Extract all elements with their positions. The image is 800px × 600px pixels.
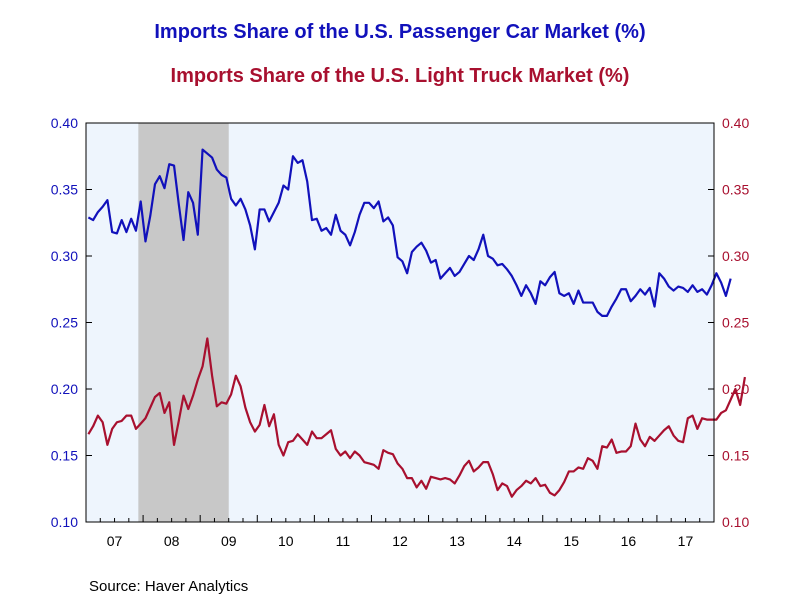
y-tick-label-right: 0.20 xyxy=(722,381,749,397)
y-tick-label-left: 0.25 xyxy=(51,315,78,331)
x-tick-label: 09 xyxy=(221,533,237,549)
y-tick-label-left: 0.30 xyxy=(51,248,78,264)
y-tick-label-right: 0.30 xyxy=(722,248,749,264)
y-tick-label-right: 0.35 xyxy=(722,182,749,198)
x-tick-label: 15 xyxy=(563,533,579,549)
y-tick-label-left: 0.35 xyxy=(51,182,78,198)
chart-title-car: Imports Share of the U.S. Passenger Car … xyxy=(154,21,646,43)
y-tick-label-right: 0.25 xyxy=(722,315,749,331)
recession-shading xyxy=(138,123,229,522)
chart-title-truck: Imports Share of the U.S. Light Truck Ma… xyxy=(170,65,630,87)
y-tick-label-left: 0.10 xyxy=(51,514,78,530)
x-tick-label: 17 xyxy=(678,533,694,549)
x-tick-label: 13 xyxy=(449,533,465,549)
y-tick-label-left: 0.15 xyxy=(51,448,78,464)
source-note: Source: Haver Analytics xyxy=(89,578,249,595)
car-share-line xyxy=(87,148,732,317)
x-tick-label: 08 xyxy=(164,533,180,549)
x-tick-label: 12 xyxy=(392,533,408,549)
x-tick-label: 07 xyxy=(107,533,123,549)
y-tick-label-left: 0.20 xyxy=(51,381,78,397)
x-tick-label: 14 xyxy=(506,533,522,549)
y-tick-label-right: 0.40 xyxy=(722,115,749,131)
y-tick-label-right: 0.10 xyxy=(722,514,749,530)
y-tick-label-right: 0.15 xyxy=(722,448,749,464)
truck-share-line xyxy=(87,337,747,498)
x-tick-label: 11 xyxy=(336,533,351,549)
x-tick-label: 16 xyxy=(621,533,637,549)
x-tick-label: 10 xyxy=(278,533,294,549)
y-tick-label-left: 0.40 xyxy=(51,115,78,131)
